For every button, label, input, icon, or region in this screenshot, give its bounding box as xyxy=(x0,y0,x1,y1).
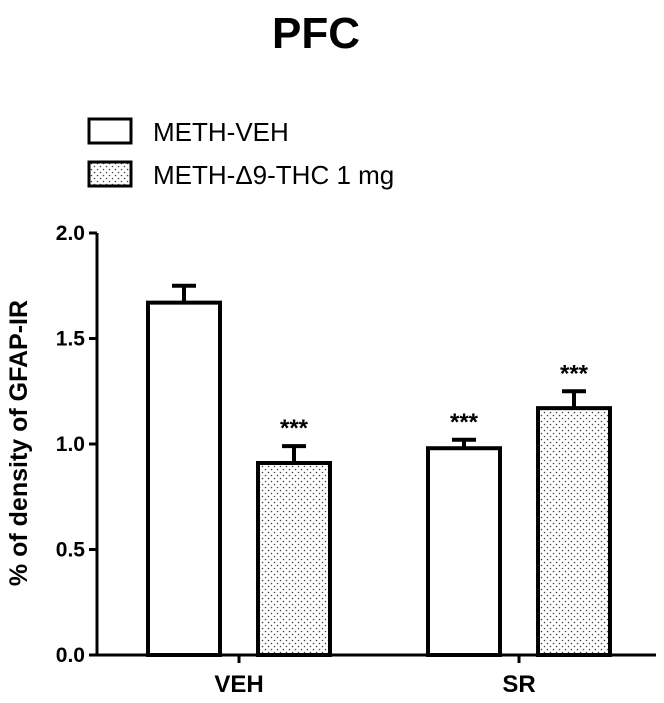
y-tick-label: 0.5 xyxy=(56,539,86,562)
y-tick-label: 2.0 xyxy=(56,222,85,245)
x-tick-label: SR xyxy=(502,671,535,698)
bar xyxy=(536,406,612,657)
bar xyxy=(146,300,222,657)
significance-label: *** xyxy=(560,360,589,387)
bar xyxy=(426,446,502,657)
y-tick-label: 1.0 xyxy=(56,433,85,456)
legend-label-series-2: METH-Δ9-THC 1 mg xyxy=(153,160,394,190)
y-axis-label: % of density of GFAP-IR xyxy=(5,300,33,586)
bar xyxy=(256,460,332,657)
significance-label: *** xyxy=(280,415,309,442)
y-tick-label: 0.0 xyxy=(56,644,85,667)
legend-swatch-series-1 xyxy=(87,117,133,145)
significance-label: *** xyxy=(450,409,479,436)
legend: METH-VEH METH-Δ9-THC 1 mg xyxy=(87,117,394,190)
x-tick-label: VEH xyxy=(214,671,263,698)
legend-label-series-1: METH-VEH xyxy=(153,117,289,147)
y-tick-label: 1.5 xyxy=(56,328,86,351)
bars: *** *** *** xyxy=(146,283,612,657)
legend-swatch-series-2 xyxy=(87,160,133,188)
chart-title: PFC xyxy=(272,9,360,58)
